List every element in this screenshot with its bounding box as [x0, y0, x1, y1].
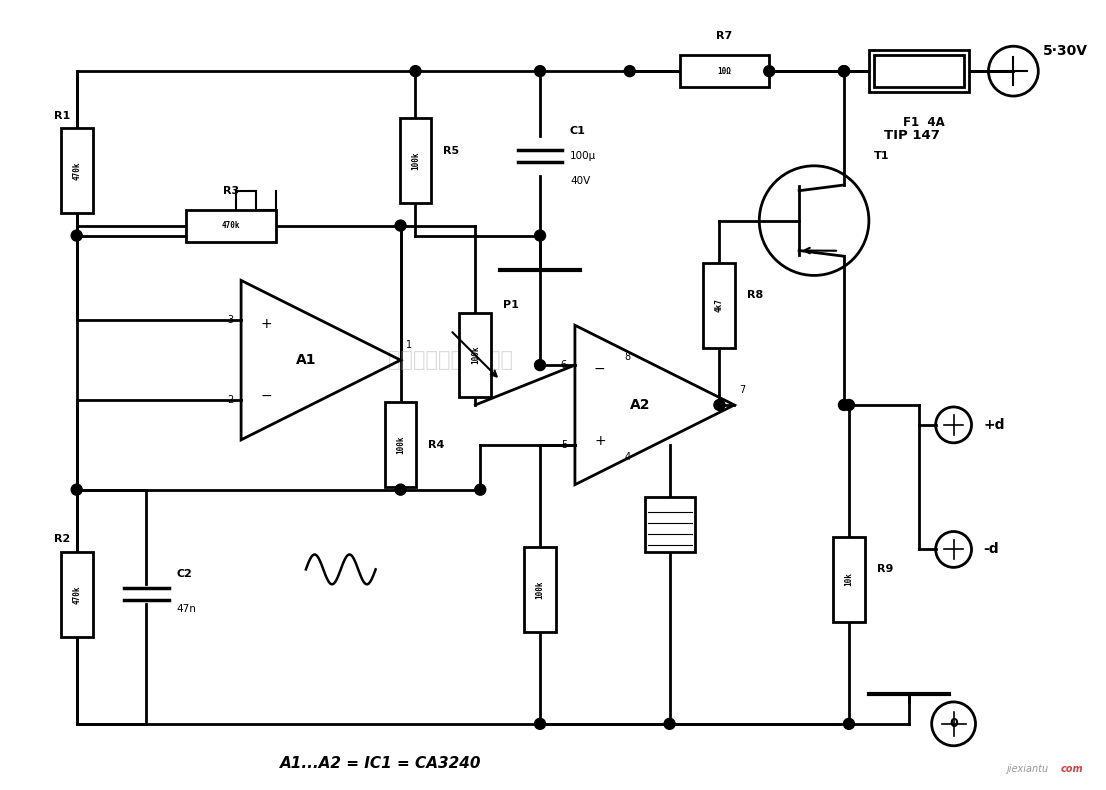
Text: 470k: 470k [222, 221, 240, 230]
Text: 7: 7 [739, 385, 745, 395]
Text: 470k: 470k [72, 585, 81, 604]
Text: 100k: 100k [535, 580, 544, 599]
Text: 5·30V: 5·30V [1043, 44, 1088, 58]
Text: +: + [260, 318, 272, 331]
FancyBboxPatch shape [524, 547, 556, 632]
Text: R1: R1 [53, 111, 70, 121]
Circle shape [764, 66, 774, 77]
Text: R8: R8 [748, 291, 763, 300]
Text: 470k: 470k [72, 161, 81, 180]
Text: 4: 4 [625, 452, 630, 462]
Text: 8: 8 [625, 352, 630, 362]
Text: −: − [594, 362, 606, 376]
Text: C1: C1 [570, 126, 586, 136]
FancyBboxPatch shape [874, 55, 963, 87]
Text: 6: 6 [561, 360, 567, 370]
Text: R9: R9 [877, 564, 894, 574]
Circle shape [534, 230, 545, 241]
FancyBboxPatch shape [645, 497, 695, 552]
Text: 杭州将象科技有限公司: 杭州将象科技有限公司 [388, 350, 513, 371]
Circle shape [714, 400, 724, 411]
Text: 5: 5 [561, 440, 567, 450]
Circle shape [395, 220, 406, 231]
Text: 0: 0 [949, 717, 958, 730]
Text: jiexiantu: jiexiantu [1006, 764, 1048, 773]
Circle shape [71, 484, 82, 495]
Text: 100k: 100k [411, 152, 420, 170]
Text: 2: 2 [227, 395, 233, 405]
Text: 10k: 10k [845, 573, 854, 586]
Circle shape [410, 66, 421, 77]
FancyBboxPatch shape [459, 313, 491, 397]
Text: 40V: 40V [570, 175, 591, 186]
FancyBboxPatch shape [385, 402, 417, 487]
Text: -d: -d [983, 543, 999, 556]
Text: 100μ: 100μ [570, 151, 596, 161]
Text: R3: R3 [223, 186, 239, 196]
Text: R4: R4 [428, 440, 445, 450]
Circle shape [624, 66, 635, 77]
Text: +: + [594, 434, 606, 448]
Text: 1: 1 [406, 340, 411, 350]
Circle shape [474, 484, 486, 495]
Text: 10Ω: 10Ω [718, 66, 731, 76]
Text: R2: R2 [53, 535, 70, 544]
FancyBboxPatch shape [61, 129, 93, 213]
Text: A1...A2 = IC1 = CA3240: A1...A2 = IC1 = CA3240 [280, 756, 481, 771]
Text: TIP 147: TIP 147 [884, 130, 940, 142]
Circle shape [534, 718, 545, 729]
FancyBboxPatch shape [869, 51, 969, 92]
Text: 3: 3 [227, 315, 233, 325]
Text: +d: +d [983, 418, 1005, 432]
Text: com: com [1061, 764, 1083, 773]
Circle shape [838, 66, 849, 77]
Text: −: − [260, 389, 272, 403]
Text: T1: T1 [874, 151, 889, 161]
FancyBboxPatch shape [399, 118, 431, 203]
Circle shape [71, 230, 82, 241]
FancyBboxPatch shape [679, 55, 770, 87]
Circle shape [844, 718, 855, 729]
Circle shape [844, 400, 855, 411]
Text: 100k: 100k [471, 346, 480, 364]
Circle shape [664, 718, 675, 729]
Text: R7: R7 [717, 32, 732, 41]
Circle shape [395, 484, 406, 495]
Text: A1: A1 [295, 353, 316, 367]
Text: 100k: 100k [396, 435, 405, 454]
Text: R5: R5 [444, 146, 459, 156]
FancyBboxPatch shape [186, 209, 276, 242]
FancyBboxPatch shape [703, 263, 735, 348]
Text: F1  4A: F1 4A [902, 116, 945, 129]
Circle shape [838, 66, 849, 77]
Text: C2: C2 [176, 570, 192, 579]
Text: A2: A2 [629, 398, 650, 412]
Circle shape [534, 359, 545, 371]
Circle shape [838, 400, 849, 411]
Text: 4k7: 4k7 [714, 299, 724, 312]
Text: P1: P1 [503, 300, 519, 310]
FancyBboxPatch shape [833, 537, 865, 622]
FancyBboxPatch shape [61, 552, 93, 637]
Circle shape [534, 66, 545, 77]
Text: 47n: 47n [176, 604, 196, 615]
